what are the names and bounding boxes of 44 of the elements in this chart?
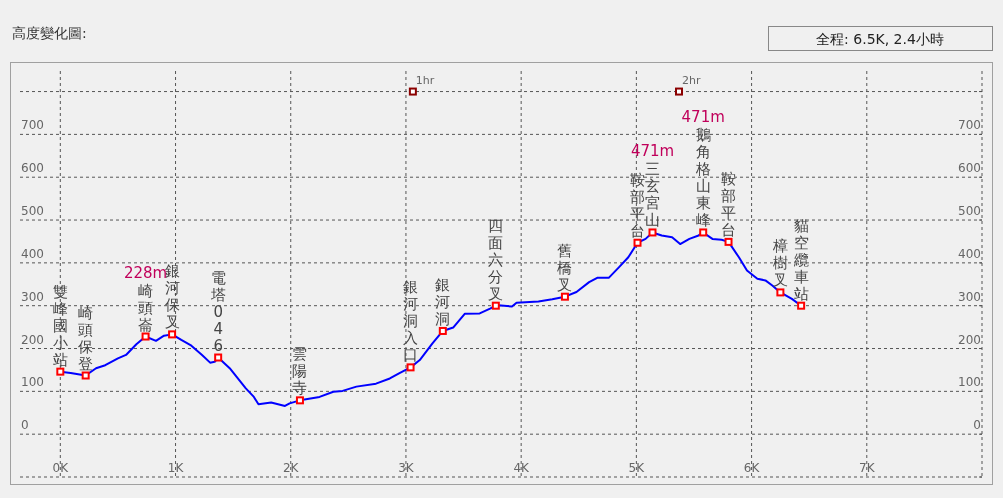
data-label: 崎頭保登 bbox=[78, 303, 94, 373]
y2-tick-label: 600 bbox=[958, 161, 981, 176]
chart-subtitle: 全程: 6.5K, 2.4小時 bbox=[816, 31, 944, 47]
y2-tick-label: 300 bbox=[958, 289, 981, 304]
data-label: 三玄宮山 bbox=[645, 160, 660, 230]
x-tick-label: 5K bbox=[628, 461, 646, 475]
data-label: 舊橋叉 bbox=[557, 241, 573, 294]
data-label: 電塔046 bbox=[209, 268, 226, 355]
y-tick-label: 600 bbox=[21, 161, 44, 176]
y2-tick-label: 0 bbox=[973, 418, 981, 433]
annotation: 471m bbox=[630, 142, 675, 161]
y-tick-label: 200 bbox=[21, 332, 44, 347]
data-label: 雲陽寺 bbox=[292, 345, 308, 398]
annotation: 1hr bbox=[415, 73, 435, 87]
x-tick-label: 1K bbox=[167, 461, 185, 475]
data-label: 雙峰國小站 bbox=[52, 282, 68, 369]
y2-tick-label: 100 bbox=[958, 375, 981, 390]
annotation: 2hr bbox=[682, 73, 701, 87]
data-label: 樟樹叉 bbox=[771, 237, 788, 290]
x-tick-label: 6K bbox=[743, 461, 761, 475]
x-tick-label: 0K bbox=[52, 461, 70, 475]
y-tick-label: 700 bbox=[21, 118, 44, 133]
x-tick-label: 7K bbox=[859, 461, 876, 475]
y-tick-label: 100 bbox=[21, 375, 44, 390]
y2-tick-label: 500 bbox=[958, 204, 981, 219]
y-tick-label: 0 bbox=[21, 418, 29, 433]
data-label: 鞍部平台 bbox=[721, 169, 737, 239]
y2-tick-label: 400 bbox=[958, 246, 981, 261]
data-label: 鵝角格山東峰 bbox=[694, 126, 711, 230]
data-label: 銀河洞 bbox=[435, 275, 451, 328]
x-tick-label: 3K bbox=[398, 461, 415, 475]
annotation: 471m bbox=[681, 108, 725, 127]
x-tick-label: 2K bbox=[282, 461, 300, 475]
data-label: 銀河洞入口 bbox=[403, 278, 419, 365]
y2-tick-label: 200 bbox=[958, 332, 981, 347]
chart-title: 高度變化圖: bbox=[12, 25, 87, 41]
y-tick-label: 500 bbox=[21, 204, 44, 219]
subtitle-box: 全程: 6.5K, 2.4小時 bbox=[768, 26, 993, 51]
data-label: 崎頭崙 bbox=[138, 281, 154, 334]
data-label: 鞍部平台 bbox=[630, 170, 646, 240]
y-tick-label: 300 bbox=[21, 289, 44, 304]
y2-tick-label: 700 bbox=[958, 118, 981, 133]
y-tick-label: 400 bbox=[21, 246, 44, 261]
x-tick-label: 4K bbox=[513, 461, 531, 475]
